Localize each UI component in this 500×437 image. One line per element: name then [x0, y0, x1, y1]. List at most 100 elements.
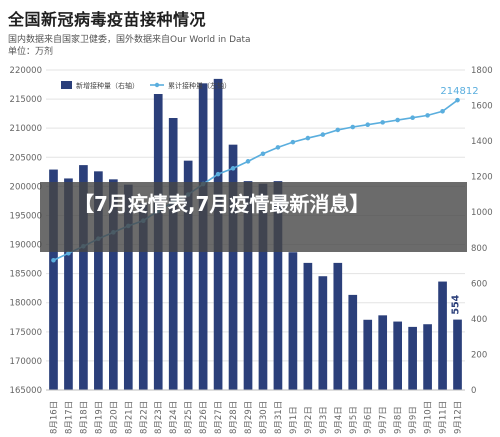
left-tick-label: 195000 [10, 211, 42, 221]
left-tick-label: 180000 [10, 299, 42, 309]
bar [123, 184, 133, 390]
x-tick-label: 8月31日 [274, 401, 284, 434]
bar [348, 294, 358, 390]
x-tick-label: 8月28日 [229, 401, 239, 434]
right-tick-label: 1200 [471, 173, 493, 183]
axes: 165000 170000 175000 180000 185000 190000 1950… [10, 66, 493, 434]
right-tick-label: 400 [471, 315, 487, 325]
bar [393, 321, 403, 390]
bar [108, 179, 118, 390]
x-tick-label: 8月22日 [139, 401, 149, 434]
right-tick-label: 0 [471, 386, 476, 396]
legend-line-marker [154, 82, 160, 88]
left-tick-label: 175000 [10, 328, 42, 338]
left-tick-label: 215000 [10, 95, 42, 105]
bar [64, 178, 73, 390]
line-point [245, 159, 251, 164]
line-point [51, 257, 56, 263]
data-labels: 214812 554 [440, 86, 478, 314]
x-tick-label: 8月23日 [154, 401, 164, 434]
x-tick-label: 9月9日 [409, 406, 419, 434]
bar [243, 181, 253, 390]
x-tick-label: 9月11日 [439, 401, 449, 434]
line-point [425, 113, 430, 118]
x-tick-label: 8月26日 [199, 401, 209, 434]
bar [49, 169, 58, 390]
x-tick-label: 8月30日 [259, 401, 269, 434]
bar [453, 319, 462, 390]
left-tick-label: 190000 [10, 241, 42, 251]
line-point [260, 151, 266, 157]
x-tick-label: 8月24日 [169, 401, 179, 434]
line-point [290, 139, 296, 145]
left-tick-label: 220000 [10, 66, 42, 76]
line-point [320, 132, 326, 137]
right-tick-label: 1800 [471, 66, 493, 76]
bar [94, 171, 103, 390]
line-point [215, 171, 221, 177]
right-tick-label: 1600 [471, 102, 493, 112]
bar [378, 315, 388, 390]
x-tick-label: 8月17日 [64, 401, 74, 434]
legend-bar-label: 新增接种量（右轴） [76, 81, 139, 90]
left-tick-label: 185000 [10, 270, 42, 280]
x-tick-label: 9月4日 [334, 406, 344, 434]
line-point [365, 122, 371, 127]
right-tick-label: 1000 [471, 208, 493, 218]
bar [79, 165, 88, 390]
bar [363, 319, 373, 390]
legend: 新增接种量（右轴） 累计接种量（左轴） [61, 81, 231, 90]
bar [303, 262, 313, 390]
bar [183, 160, 193, 390]
bar [258, 183, 268, 390]
x-tick-label: 8月16日 [49, 401, 59, 434]
unit-note: 单位：万剂 [8, 47, 54, 57]
left-tick-label: 205000 [10, 153, 42, 163]
right-tick-label: 200 [471, 350, 487, 360]
right-tick-label: 800 [471, 244, 487, 254]
x-tick-label: 8月29日 [244, 401, 254, 434]
line-point [440, 109, 445, 114]
bar [228, 144, 238, 390]
x-tick-label: 8月19日 [94, 401, 104, 434]
bar [318, 276, 328, 390]
line-point [230, 166, 236, 171]
right-tick-label: 600 [471, 279, 487, 289]
x-tick-label: 9月7日 [379, 406, 389, 434]
bar [168, 118, 178, 390]
bar [288, 252, 298, 390]
bar [138, 203, 148, 390]
legend-bar-swatch [61, 81, 72, 89]
x-tick-label: 8月21日 [124, 401, 134, 434]
x-tick-label: 9月1日 [289, 406, 299, 434]
overlay-banner [40, 182, 467, 252]
line-point [395, 117, 400, 123]
bar [408, 326, 417, 390]
x-tick-label: 9月8日 [394, 406, 404, 434]
x-tick-label: 8月20日 [109, 401, 119, 434]
left-tick-label: 165000 [10, 386, 42, 396]
line-end-label: 214812 [440, 86, 478, 97]
bar [438, 281, 447, 390]
right-tick-label: 1400 [471, 137, 493, 147]
line-point [66, 250, 71, 256]
line-point [335, 127, 341, 133]
x-tick-label: 8月18日 [79, 401, 89, 434]
line-point [350, 124, 356, 130]
line-point [305, 135, 311, 141]
x-tick-label: 9月3日 [319, 406, 329, 434]
page-title: 全国新冠病毒疫苗接种情况 [8, 10, 207, 29]
x-tick-label: 8月25日 [184, 401, 194, 434]
bar [423, 324, 432, 390]
bar-end-label: 554 [451, 294, 462, 314]
x-tick-label: 9月10日 [424, 401, 434, 434]
left-tick-label: 210000 [10, 124, 42, 134]
line-point [275, 145, 281, 150]
x-tick-label: 9月6日 [364, 406, 374, 434]
bar [273, 181, 283, 390]
left-tick-label: 170000 [10, 357, 42, 367]
x-tick-label: 9月2日 [304, 406, 314, 434]
source-note: 国内数据来自国家卫健委，国外数据来自Our World in Data [8, 35, 251, 45]
bar [333, 262, 343, 390]
